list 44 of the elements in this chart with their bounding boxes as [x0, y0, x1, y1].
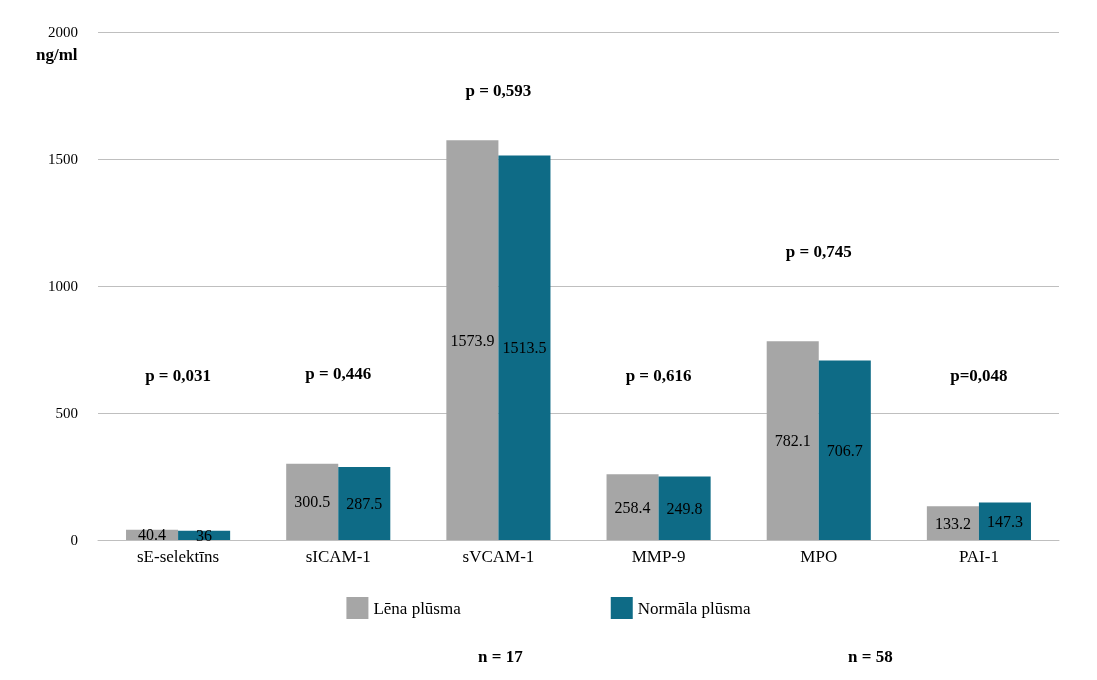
legend-label: Normāla plūsma	[637, 598, 752, 618]
bar	[926, 506, 979, 540]
bar	[498, 155, 551, 540]
annotation: p = 0,446	[305, 364, 372, 384]
y-tick-label: 0	[70, 532, 78, 548]
data-label: 1573.9	[450, 331, 495, 349]
bar	[978, 502, 1031, 540]
data-label: 133.2	[934, 514, 971, 532]
data-label: 147.3	[986, 512, 1023, 530]
x-tick-label: MPO	[800, 547, 838, 566]
annotation: p = 0,616	[625, 365, 692, 385]
data-label: 1513.5	[502, 339, 547, 357]
data-label: 36	[196, 526, 213, 544]
x-tick-label: PAI-1	[958, 547, 999, 566]
annotation: p = 0,593	[465, 80, 532, 100]
bar	[338, 466, 391, 540]
bar	[446, 140, 499, 540]
y-tick-label: 2000	[48, 24, 78, 40]
x-tick-label: sICAM-1	[305, 547, 371, 566]
data-label: 706.7	[826, 441, 863, 459]
bar	[818, 360, 871, 540]
text: n = 58	[848, 647, 893, 666]
bar	[766, 341, 819, 540]
annotation: p = 0,745	[785, 241, 852, 261]
bar	[658, 476, 711, 540]
legend-label: Lēna plūsma	[373, 598, 462, 618]
y-tick-label: 1500	[48, 151, 78, 167]
data-label: 287.5	[346, 494, 383, 512]
text: n = 17	[478, 647, 524, 666]
data-label: 300.5	[294, 493, 331, 511]
x-tick-label: MMP-9	[631, 547, 686, 566]
annotation: p=0,048	[950, 365, 1008, 385]
y-tick-label: 1000	[48, 278, 78, 294]
annotation: p = 0,031	[145, 365, 212, 385]
data-label: 258.4	[614, 498, 651, 516]
bar	[606, 474, 659, 540]
y-tick-label: 500	[55, 405, 78, 421]
data-label: 249.8	[666, 499, 703, 517]
data-label: 782.1	[774, 432, 811, 450]
x-tick-label: sVCAM-1	[462, 547, 535, 566]
bar	[286, 463, 339, 540]
x-tick-label: sE-selektīns	[137, 547, 220, 566]
data-label: 40.4	[138, 526, 167, 544]
y-axis-title: ng/ml	[36, 45, 78, 64]
